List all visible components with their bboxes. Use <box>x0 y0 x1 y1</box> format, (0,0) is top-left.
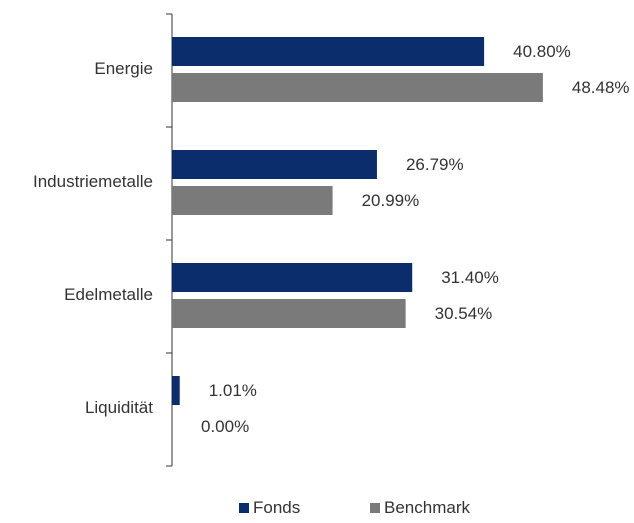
legend: Fonds Benchmark <box>239 498 470 517</box>
labels-layer: Energie Industriemetalle Edelmetalle Liquid… <box>33 42 630 436</box>
fonds-data-label: 26.79% <box>406 155 464 174</box>
fonds-legend-label: Fonds <box>253 498 300 517</box>
fonds-data-label: 40.80% <box>513 42 571 61</box>
benchmark-legend-label: Benchmark <box>384 498 470 517</box>
category-label: Liquidität <box>85 398 153 417</box>
benchmark-bar <box>172 186 333 215</box>
fonds-bar <box>172 376 180 405</box>
category-label: Energie <box>94 59 153 78</box>
axis-layer <box>166 13 173 467</box>
fonds-bar <box>172 37 485 66</box>
fonds-data-label: 31.40% <box>441 268 499 287</box>
bars-layer <box>172 37 543 405</box>
fonds-data-label: 1.01% <box>209 381 257 400</box>
category-label: Edelmetalle <box>64 285 153 304</box>
benchmark-legend-swatch <box>370 503 380 513</box>
benchmark-data-label: 0.00% <box>201 417 249 436</box>
benchmark-bar <box>172 299 406 328</box>
benchmark-data-label: 20.99% <box>362 191 420 210</box>
fonds-bar <box>172 263 413 292</box>
benchmark-bar <box>172 73 543 102</box>
benchmark-data-label: 48.48% <box>572 78 630 97</box>
fonds-legend-swatch <box>239 503 249 513</box>
fonds-bar <box>172 150 377 179</box>
category-label: Industriemetalle <box>33 172 153 191</box>
benchmark-data-label: 30.54% <box>435 304 493 323</box>
